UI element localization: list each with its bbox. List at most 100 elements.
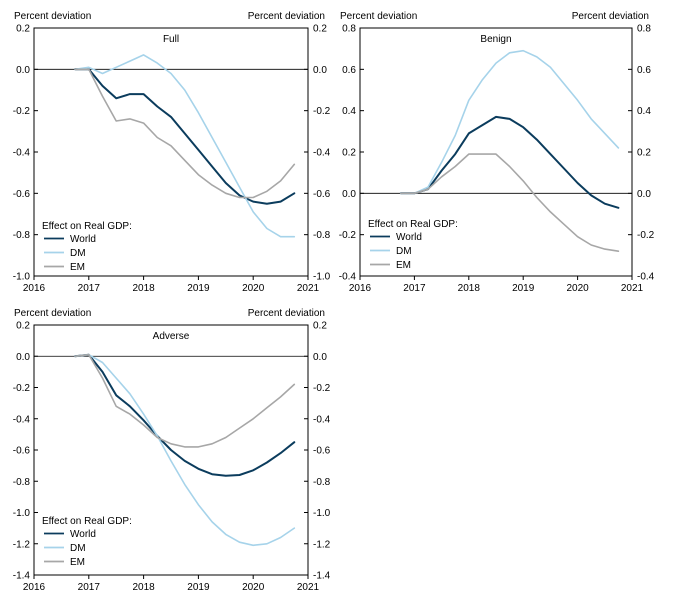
y-tick-label-right: 0.0 <box>313 65 327 76</box>
y-tick-label-right: -1.0 <box>313 508 331 519</box>
y-tick-label-left: 0.0 <box>342 189 356 200</box>
y-axis-label-left: Percent deviation <box>340 11 417 22</box>
y-tick-label-left: -1.4 <box>13 571 31 582</box>
series-line-world <box>74 353 296 477</box>
y-tick-label-right: -1.2 <box>313 539 331 550</box>
chart-panel-benign: 0.8 0.8 0.6 0.6 0.4 0.4 0.2 0.2 0.0 0.0 -0.2 -0.2 -0… <box>339 11 655 294</box>
x-tick-label: 2018 <box>132 582 155 593</box>
legend-label-em: EM <box>70 557 85 568</box>
y-tick-label-left: 0.2 <box>16 24 30 35</box>
x-tick-label: 2017 <box>78 582 101 593</box>
y-axis-label-left: Percent deviation <box>14 11 91 22</box>
chart-panel-full: 0.2 0.2 0.0 0.0 -0.2 -0.2 -0.4 -0.4 -0.6 -0.6 -0.8… <box>13 11 331 294</box>
y-tick-label-right: -0.2 <box>313 106 331 117</box>
legend-label-em: EM <box>396 260 411 271</box>
y-tick-label-right: -0.2 <box>313 383 331 394</box>
y-tick-label-right: -0.4 <box>313 414 331 425</box>
y-tick-label-right: -0.2 <box>637 230 655 241</box>
legend-title: Effect on Real GDP: <box>368 219 458 230</box>
legend-label-dm: DM <box>396 246 412 257</box>
y-tick-label-right: 0.2 <box>313 24 327 35</box>
y-tick-label-right: -1.0 <box>313 272 331 283</box>
x-tick-label: 2017 <box>403 283 426 294</box>
legend: Effect on Real GDP: World DM EM <box>42 221 132 273</box>
x-tick-label: 2016 <box>23 582 46 593</box>
y-tick-label-right: 0.0 <box>637 189 651 200</box>
y-tick-label-right: -0.6 <box>313 446 331 457</box>
y-tick-label-right: 0.4 <box>637 106 651 117</box>
legend-label-dm: DM <box>70 248 86 259</box>
x-tick-label: 2021 <box>297 582 320 593</box>
y-tick-label-left: -0.4 <box>13 414 31 425</box>
series-line-dm <box>74 353 296 547</box>
legend: Effect on Real GDP: World DM EM <box>368 219 458 271</box>
y-tick-label-left: -0.6 <box>13 446 31 457</box>
series-line-world <box>74 68 296 205</box>
y-tick-label-left: -0.2 <box>13 383 31 394</box>
legend-label-em: EM <box>70 262 85 273</box>
y-axis-label-right: Percent deviation <box>248 11 325 22</box>
y-tick-label-right: 0.0 <box>313 352 327 363</box>
x-tick-label: 2018 <box>458 283 481 294</box>
chart-title: Full <box>163 34 179 45</box>
y-tick-label-left: 0.6 <box>342 65 356 76</box>
y-tick-label-left: -0.6 <box>13 189 31 200</box>
series-line-em <box>399 153 620 252</box>
y-tick-label-left: -0.2 <box>13 106 31 117</box>
y-tick-label-left: 0.4 <box>342 106 356 117</box>
legend-title: Effect on Real GDP: <box>42 516 132 527</box>
y-tick-label-right: -1.4 <box>313 571 331 582</box>
y-tick-label-left: -1.2 <box>13 539 31 550</box>
chart-panel-adverse: 0.2 0.2 0.0 0.0 -0.2 -0.2 -0.4 -0.4 -0.6 -0.6 -0.8… <box>13 308 331 593</box>
y-axis-label-left: Percent deviation <box>14 308 91 319</box>
x-tick-label: 2018 <box>132 283 155 294</box>
y-tick-label-left: -0.4 <box>13 148 31 159</box>
y-tick-label-left: 0.2 <box>16 321 30 332</box>
series-line-dm <box>399 49 620 195</box>
legend-title: Effect on Real GDP: <box>42 221 132 232</box>
y-tick-label-left: 0.0 <box>16 65 30 76</box>
x-tick-label: 2019 <box>187 582 210 593</box>
x-tick-label: 2020 <box>242 283 265 294</box>
series-line-em <box>74 68 296 199</box>
chart-title: Adverse <box>153 331 190 342</box>
y-tick-label-left: -0.2 <box>339 230 357 241</box>
y-tick-label-right: 0.6 <box>637 65 651 76</box>
y-tick-label-right: -0.4 <box>313 148 331 159</box>
x-tick-label: 2016 <box>349 283 372 294</box>
y-tick-label-left: -1.0 <box>13 508 31 519</box>
y-tick-label-right: 0.8 <box>637 24 651 35</box>
y-tick-label-left: -0.8 <box>13 477 31 488</box>
y-tick-label-left: 0.2 <box>342 148 356 159</box>
y-tick-label-left: -0.8 <box>13 230 31 241</box>
legend-label-world: World <box>70 529 96 540</box>
y-tick-label-left: -0.4 <box>339 272 357 283</box>
x-tick-label: 2020 <box>566 283 589 294</box>
x-tick-label: 2016 <box>23 283 46 294</box>
legend-label-world: World <box>396 232 422 243</box>
series-line-dm <box>74 54 296 238</box>
chart-title: Benign <box>480 34 511 45</box>
x-tick-label: 2020 <box>242 582 265 593</box>
y-tick-label-right: -0.4 <box>637 272 655 283</box>
y-tick-label-right: -0.8 <box>313 230 331 241</box>
series-line-em <box>74 353 296 448</box>
y-tick-label-left: 0.8 <box>342 24 356 35</box>
x-tick-label: 2021 <box>621 283 644 294</box>
y-tick-label-left: -1.0 <box>13 272 31 283</box>
y-tick-label-right: -0.6 <box>313 189 331 200</box>
y-axis-label-right: Percent deviation <box>248 308 325 319</box>
legend-label-world: World <box>70 234 96 245</box>
y-axis-label-right: Percent deviation <box>572 11 649 22</box>
y-tick-label-right: 0.2 <box>637 148 651 159</box>
series-line-world <box>399 115 620 209</box>
x-tick-label: 2017 <box>78 283 101 294</box>
y-tick-label-right: 0.2 <box>313 321 327 332</box>
x-tick-label: 2019 <box>187 283 210 294</box>
y-tick-label-right: -0.8 <box>313 477 331 488</box>
y-tick-label-left: 0.0 <box>16 352 30 363</box>
legend: Effect on Real GDP: World DM EM <box>42 516 132 568</box>
legend-label-dm: DM <box>70 543 86 554</box>
x-tick-label: 2019 <box>512 283 535 294</box>
